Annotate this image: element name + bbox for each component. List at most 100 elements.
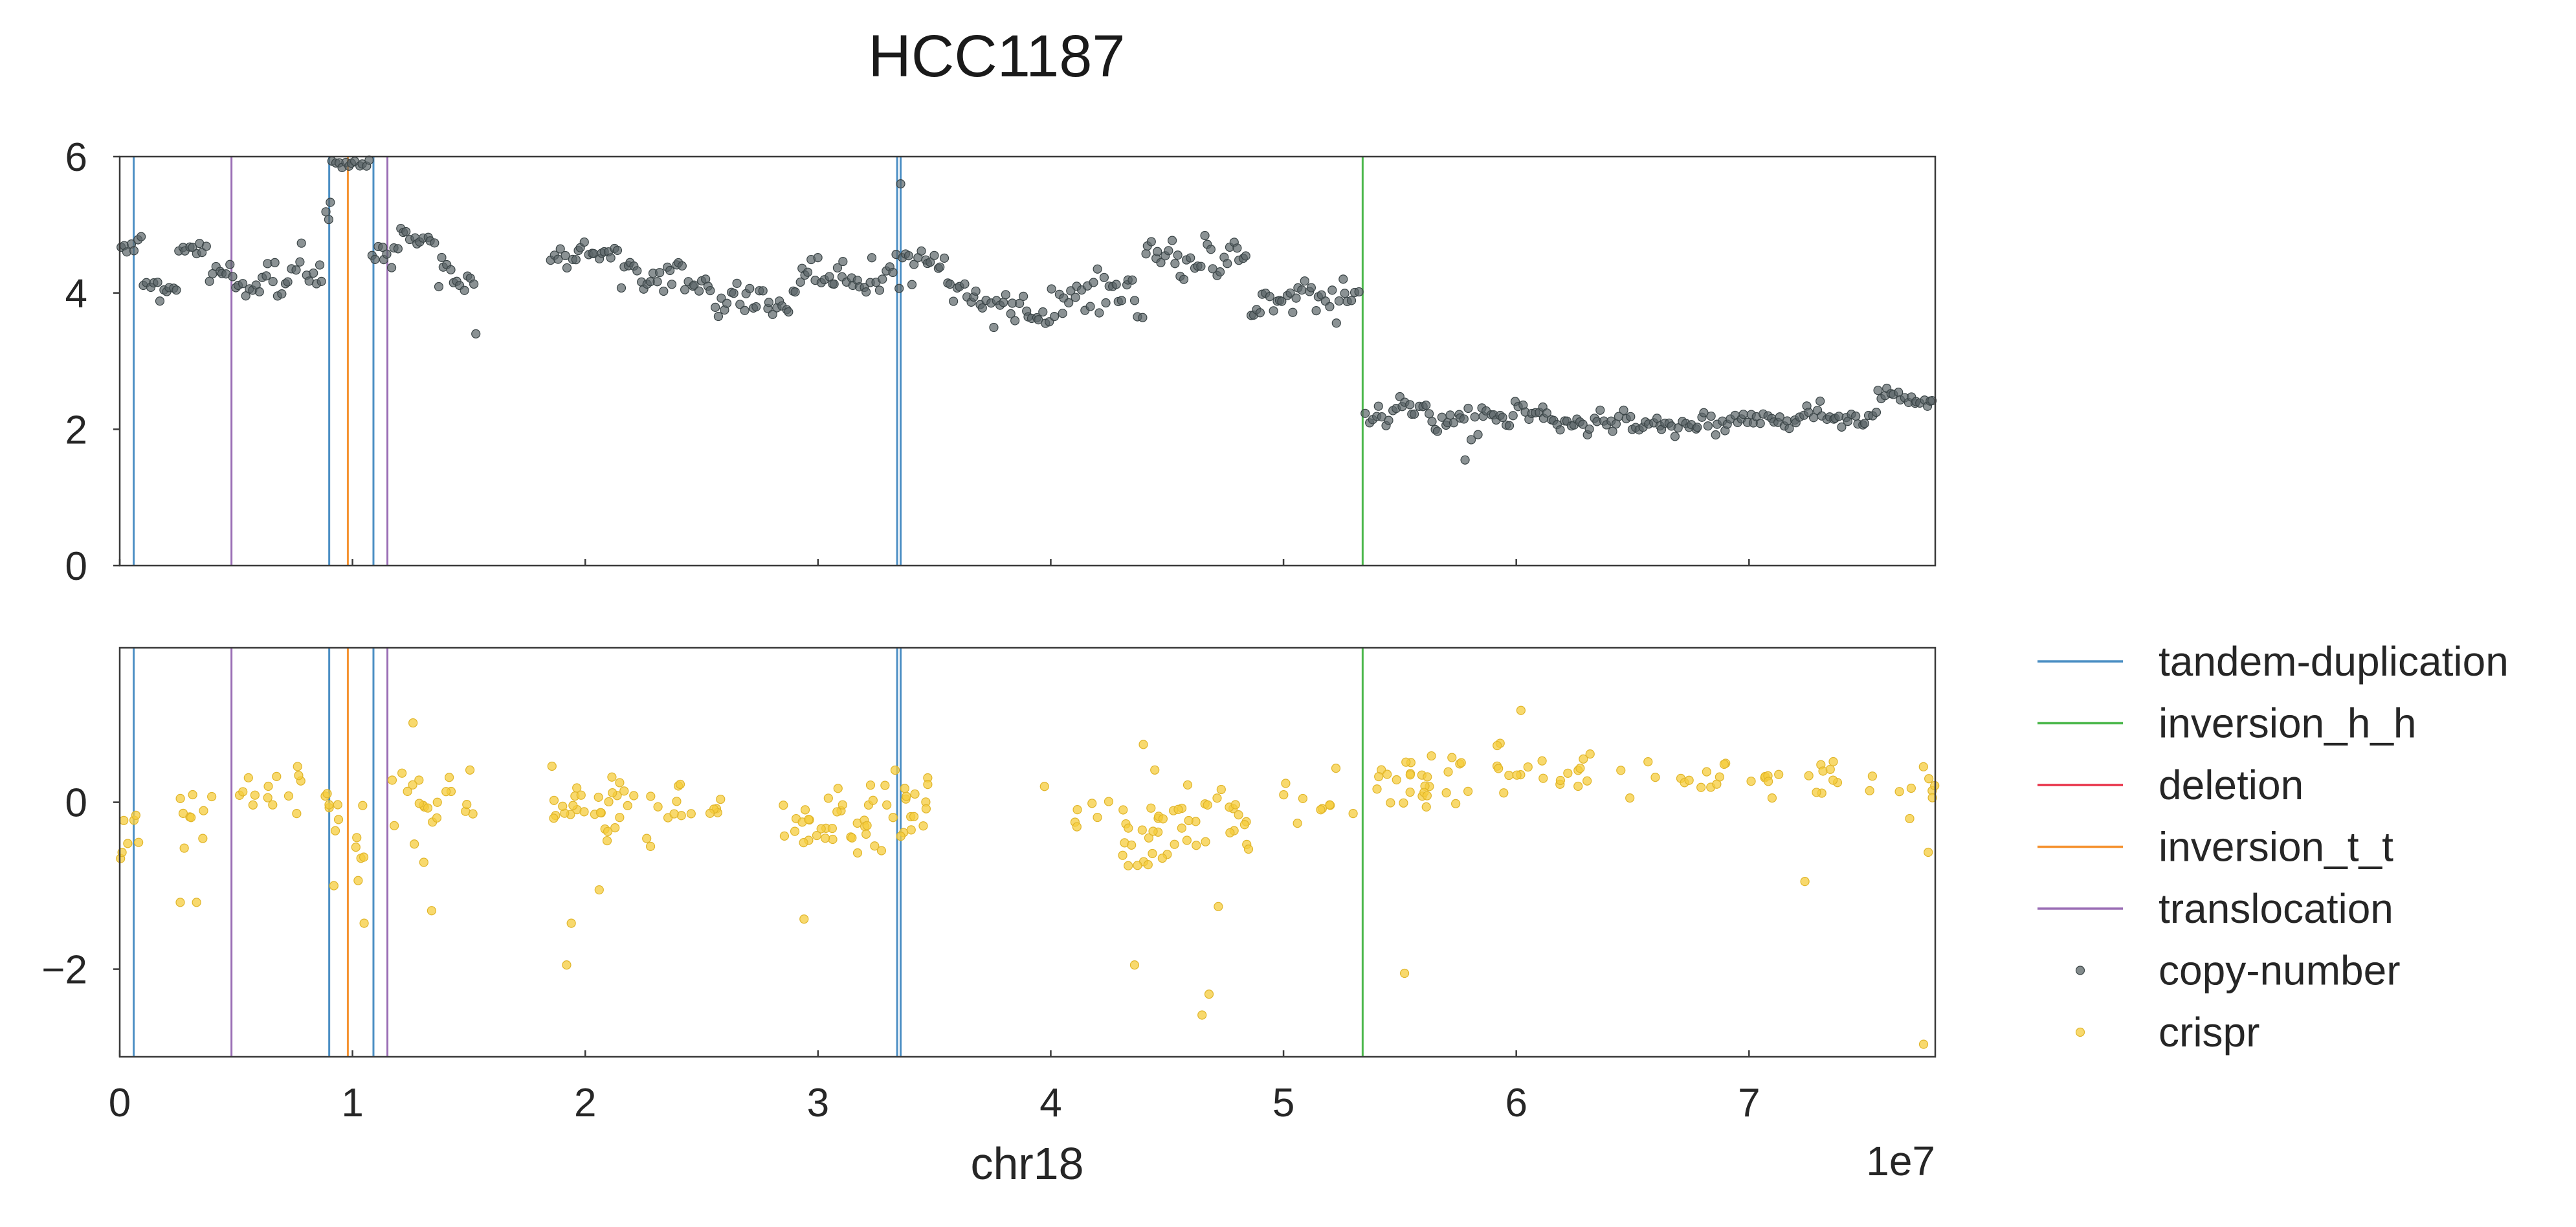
crispr-point bbox=[603, 826, 613, 836]
crispr-point bbox=[619, 786, 629, 796]
copy-number-point bbox=[201, 241, 211, 251]
copy-number-point bbox=[795, 277, 805, 287]
copy-number-point bbox=[1425, 409, 1434, 419]
crispr-point bbox=[1746, 777, 1756, 786]
crispr-point bbox=[1382, 769, 1392, 779]
copy-number-point bbox=[1584, 424, 1594, 434]
crispr-point bbox=[1039, 782, 1049, 791]
cn-sv-lines bbox=[133, 157, 1364, 566]
copy-number-point bbox=[238, 279, 248, 289]
legend-label: tandem-duplication bbox=[2159, 638, 2509, 685]
copy-number-point bbox=[1094, 308, 1104, 318]
crispr-point bbox=[175, 793, 185, 803]
copy-number-point bbox=[205, 276, 214, 286]
copy-number-point bbox=[667, 280, 677, 289]
copy-number-point bbox=[705, 285, 715, 296]
copy-number-point bbox=[1470, 412, 1480, 422]
legend-item-copy-number: copy-number bbox=[2075, 947, 2401, 994]
crispr-point bbox=[799, 914, 809, 924]
crispr-point bbox=[427, 906, 436, 916]
crispr-point bbox=[549, 795, 559, 805]
legend-label: inversion_t_t bbox=[2159, 824, 2393, 870]
crispr-point bbox=[629, 791, 639, 801]
legend-item-inversion_h_h: inversion_h_h bbox=[2037, 700, 2417, 747]
crispr-point bbox=[207, 791, 217, 802]
crispr-point bbox=[686, 809, 696, 819]
crispr-point bbox=[1702, 767, 1711, 777]
crispr-point bbox=[1298, 793, 1308, 804]
x-tick-label: 4 bbox=[1039, 1081, 1061, 1125]
crispr-point bbox=[547, 761, 557, 771]
copy-number-point bbox=[1265, 292, 1274, 302]
crispr-point bbox=[1239, 820, 1250, 830]
copy-number-point bbox=[1873, 386, 1883, 395]
copy-number-point bbox=[1196, 261, 1206, 271]
copy-number-point bbox=[716, 293, 726, 303]
crispr-point bbox=[1212, 793, 1222, 803]
copy-number-point bbox=[1360, 408, 1370, 418]
crispr-point bbox=[861, 829, 871, 839]
copy-number-point bbox=[270, 258, 280, 267]
crispr-point bbox=[549, 813, 559, 823]
crispr-point bbox=[294, 771, 304, 780]
crispr-point bbox=[1372, 784, 1382, 794]
copy-number-point bbox=[694, 286, 704, 296]
crispr-point bbox=[828, 834, 838, 845]
copy-number-point bbox=[571, 255, 581, 265]
copy-number-point bbox=[711, 302, 720, 312]
copy-number-point bbox=[1058, 309, 1067, 318]
copy-number-point bbox=[935, 262, 945, 272]
crispr-point bbox=[890, 765, 900, 775]
copy-number-point bbox=[1927, 396, 1937, 406]
copy-number-point bbox=[1673, 423, 1683, 433]
copy-number-point bbox=[929, 250, 939, 260]
crispr-point bbox=[1148, 848, 1157, 859]
crispr-point bbox=[1427, 751, 1436, 761]
copy-number-point bbox=[471, 329, 481, 338]
copy-number-point bbox=[1215, 267, 1225, 277]
crispr-point bbox=[1230, 800, 1240, 810]
copy-number-point bbox=[1064, 298, 1074, 308]
crispr-point bbox=[832, 807, 842, 817]
copy-number-point bbox=[1460, 455, 1470, 465]
crispr-point bbox=[119, 815, 129, 825]
x-tick-label: 3 bbox=[807, 1081, 829, 1125]
crispr-point bbox=[131, 810, 140, 820]
crispr-point bbox=[1643, 757, 1653, 767]
copy-number-point bbox=[1815, 396, 1825, 406]
crispr-point bbox=[1800, 877, 1810, 887]
crispr-point bbox=[880, 780, 890, 790]
crispr-point bbox=[1170, 839, 1179, 849]
copy-number-point bbox=[268, 276, 278, 287]
crispr-point bbox=[352, 833, 362, 843]
copy-number-point bbox=[378, 243, 388, 252]
crispr-point bbox=[1575, 764, 1585, 773]
crispr-x-ticks: 0 1 2 3 4 5 6 7 bbox=[109, 1050, 1760, 1125]
copy-number-point bbox=[1432, 426, 1443, 436]
copy-number-point bbox=[838, 256, 848, 267]
crispr-point bbox=[1072, 822, 1082, 832]
crispr-point bbox=[572, 783, 582, 793]
crispr-point bbox=[882, 800, 892, 810]
copy-number-point bbox=[1670, 432, 1680, 441]
copy-number-point bbox=[803, 267, 813, 277]
crispr-point bbox=[862, 821, 872, 830]
crispr-point bbox=[1374, 771, 1384, 782]
copy-number-point bbox=[989, 322, 999, 333]
crispr-point bbox=[1127, 840, 1137, 850]
crispr-point bbox=[1316, 805, 1326, 815]
copy-number-point bbox=[1437, 412, 1447, 422]
crispr-point bbox=[1405, 787, 1415, 797]
crispr-point bbox=[790, 826, 800, 836]
crispr-point bbox=[1192, 841, 1201, 850]
copy-number-point bbox=[1555, 425, 1565, 435]
copy-number-point bbox=[1871, 408, 1882, 417]
legend-item-translocation: translocation bbox=[2037, 885, 2393, 932]
crispr-point bbox=[1093, 812, 1102, 823]
copy-number-point bbox=[949, 296, 959, 306]
crispr-point bbox=[1523, 762, 1533, 772]
crispr-point bbox=[1825, 764, 1835, 774]
legend-label: deletion bbox=[2159, 762, 2304, 808]
legend-item-deletion: deletion bbox=[2037, 762, 2304, 808]
